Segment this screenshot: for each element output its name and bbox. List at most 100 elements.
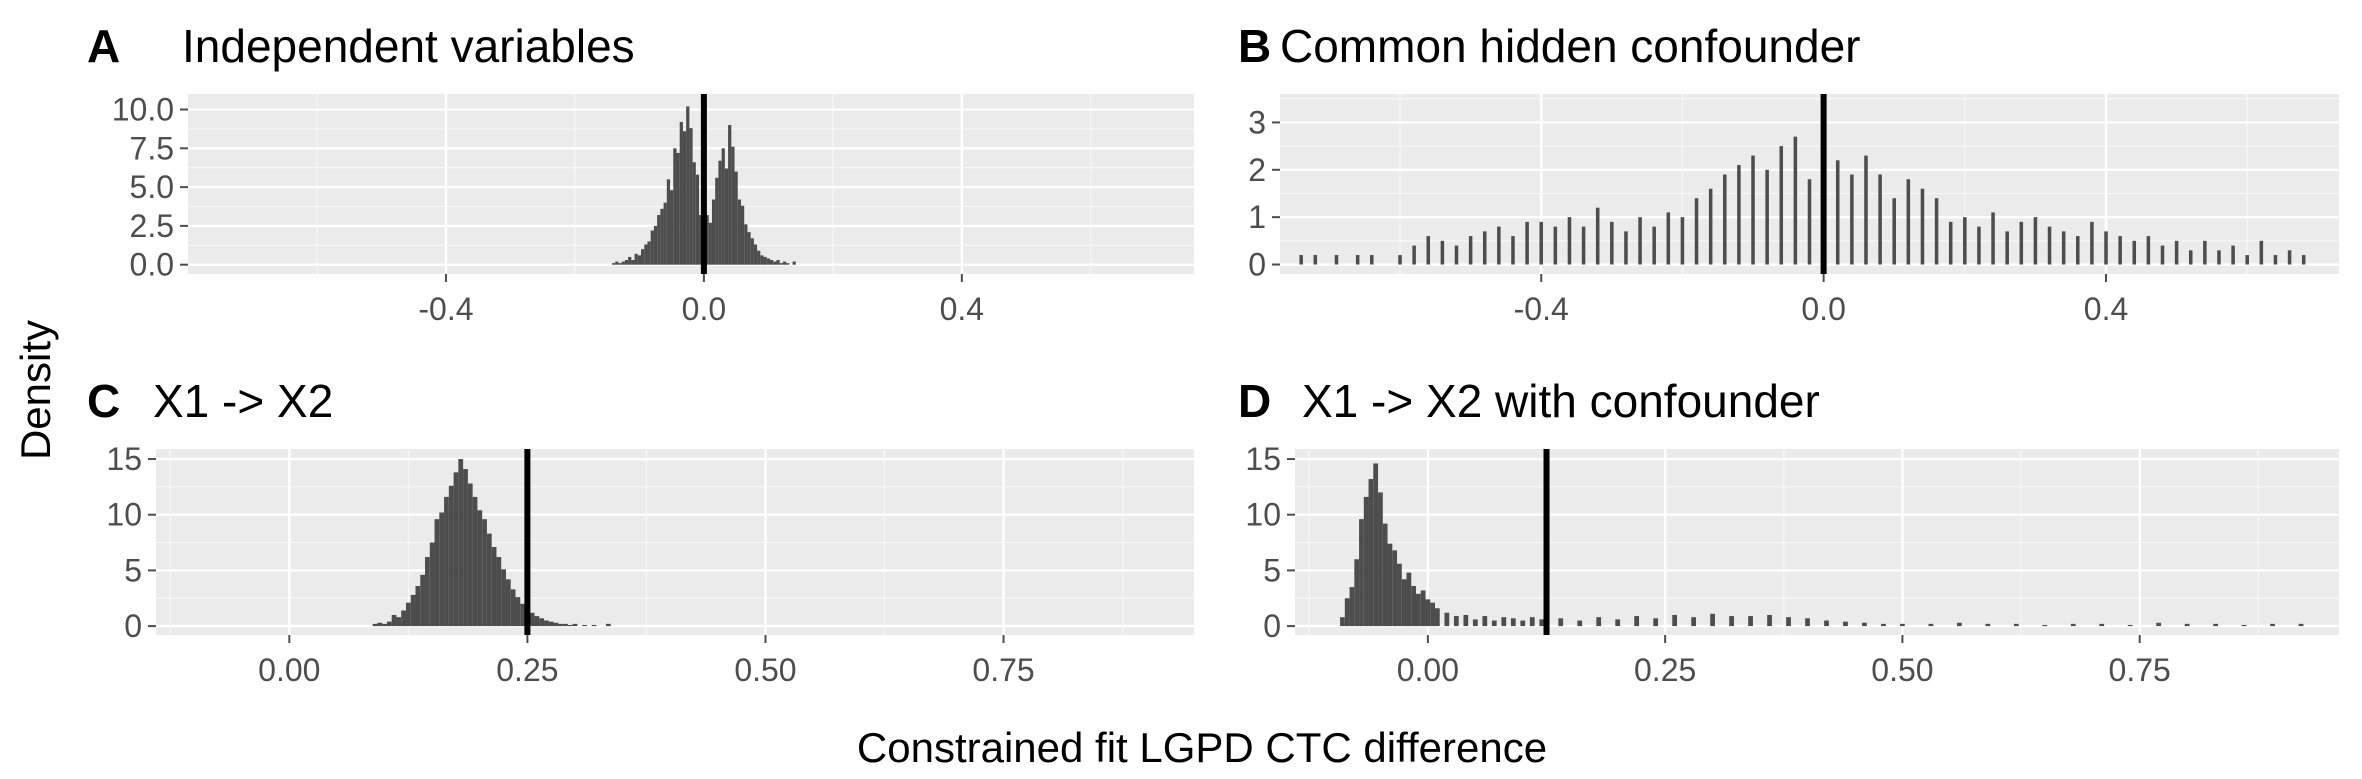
panel-c-bar — [558, 623, 564, 627]
panel-d-bar — [1482, 616, 1488, 627]
panel-d-bar — [1862, 622, 1867, 627]
panel-b-bar — [2104, 231, 2108, 265]
panel-d-y-tick-label: 15 — [1245, 441, 1281, 477]
panel-d-bar — [1425, 599, 1431, 627]
panel-b-bar — [1680, 217, 1685, 265]
panel-b-bar — [1835, 160, 1840, 265]
panel-c-bar — [515, 597, 521, 627]
panel-c-bar — [444, 496, 449, 627]
panel-b-bar — [1567, 217, 1572, 265]
panel-d-bar — [1520, 620, 1526, 627]
panel-a-bar — [753, 244, 758, 265]
panel-a-bar — [792, 261, 796, 265]
panel-a-bar — [708, 222, 712, 265]
panel-b-bar — [1850, 174, 1854, 265]
panel-b-y-tick-label: 1 — [1248, 199, 1266, 235]
panel-a-y-tick-label: 2.5 — [130, 208, 174, 244]
panel-a-bar — [773, 261, 777, 265]
panel-d-bar — [1430, 602, 1435, 627]
panel-a-bar — [615, 261, 619, 265]
panel-c-bar — [453, 472, 459, 627]
panel-c-bar — [458, 459, 464, 627]
panel-a-bar — [637, 255, 642, 265]
panel-d-bar — [1491, 620, 1497, 627]
panel-c-x-tick-label: 0.75 — [972, 652, 1034, 688]
panel-d-bar — [2270, 623, 2275, 627]
panel-d-bar — [1472, 619, 1478, 627]
panel-b-bar — [2019, 221, 2024, 265]
panel-b-bar — [1638, 217, 1642, 265]
panel-a-bar — [641, 249, 645, 265]
panel-a-bar — [644, 244, 648, 265]
panel-b-bar — [1977, 226, 1981, 265]
panel-c-bar — [486, 533, 492, 627]
panel-b-bar — [1334, 255, 1339, 265]
panel-a-bar — [692, 162, 696, 265]
panel-c-bar — [572, 623, 578, 627]
panel-b-bar — [2118, 236, 2122, 265]
panel-a-bar — [634, 253, 638, 265]
panel-a-bar — [663, 202, 667, 265]
panel-d-bar — [2298, 623, 2304, 627]
panel-a-x-tick-label: -0.4 — [418, 291, 473, 327]
panel-c-bar — [534, 616, 540, 627]
panel-d-bar — [1710, 613, 1715, 627]
panel-b-bar — [2005, 231, 2009, 265]
panel-a-bar — [621, 261, 625, 265]
panel-d-bar — [1653, 618, 1659, 627]
panel-d-bar — [1824, 620, 1829, 627]
panel-c-x-tick-label: 0.50 — [734, 652, 796, 688]
panel-b-bar — [2287, 250, 2292, 265]
panel-a-bar — [776, 260, 780, 265]
panel-d-bar — [1373, 463, 1379, 627]
panel-b-x-tick-label: 0.4 — [2084, 291, 2128, 327]
panel-c-bar — [539, 618, 545, 627]
panel-c-bar — [472, 496, 478, 627]
panel-c-bar — [605, 623, 611, 627]
panel-a-bar — [624, 260, 629, 265]
panel-d-bar — [1672, 614, 1678, 627]
panel-b-bar — [1370, 255, 1374, 265]
panel-d-x-tick-label: 0.75 — [2109, 652, 2171, 688]
panel-d-bar — [1444, 612, 1450, 627]
panel-b-bar — [2132, 240, 2137, 265]
panel-b-bar — [1652, 226, 1656, 265]
panel-c-bar — [439, 512, 445, 627]
panel-c-bar — [377, 622, 383, 627]
panel-a-bar — [705, 215, 709, 265]
panel-a-bar — [728, 125, 732, 265]
panel-b-bar — [1497, 226, 1501, 265]
panel-b-bar — [2231, 245, 2235, 265]
panel-c-bar — [415, 585, 421, 627]
panel-d-bar — [1363, 496, 1369, 627]
panel-d-bar — [1453, 616, 1459, 627]
panel-c-x-tick-label: 0.25 — [496, 652, 558, 688]
panel-d-y-tick-label: 10 — [1245, 497, 1281, 533]
panel-b-x-tick-label: 0.0 — [1801, 291, 1845, 327]
panel-c-bar — [582, 624, 587, 627]
panel-d-bar — [1510, 618, 1516, 627]
panel-c-bar — [520, 603, 526, 627]
panel-b-bar — [1708, 188, 1713, 265]
panel-b-bar — [1666, 212, 1671, 265]
panel-c: 0.00 0.25 0.50 0.75 0 5 10 15 C X1 -> X2 — [87, 375, 1194, 688]
panel-b-bar — [2259, 240, 2264, 265]
panel-b-bar — [1793, 136, 1798, 265]
panel-d-x-tick-label: 0.50 — [1871, 652, 1933, 688]
panel-a-x-tick-label: 0.0 — [682, 291, 726, 327]
panel-d-bar — [1615, 619, 1621, 627]
panel-c-bar — [401, 610, 406, 627]
panel-c-y-tick-label: 15 — [106, 441, 142, 477]
panel-a-bar — [760, 255, 764, 265]
panel-b-bar — [2174, 240, 2179, 265]
panel-b-bar — [1468, 236, 1473, 265]
panel-c-y-tick-label: 10 — [106, 497, 142, 533]
panel-a-bar — [673, 148, 677, 265]
panel-b-bar — [1779, 146, 1784, 265]
panel-c-bar — [548, 621, 554, 627]
panel-a-bar — [734, 171, 738, 265]
panel-b-y-tick-label: 0 — [1248, 247, 1266, 283]
panel-c-bar — [477, 510, 483, 627]
panel-b-bar — [2245, 255, 2249, 265]
panel-d-bar — [2241, 624, 2247, 627]
